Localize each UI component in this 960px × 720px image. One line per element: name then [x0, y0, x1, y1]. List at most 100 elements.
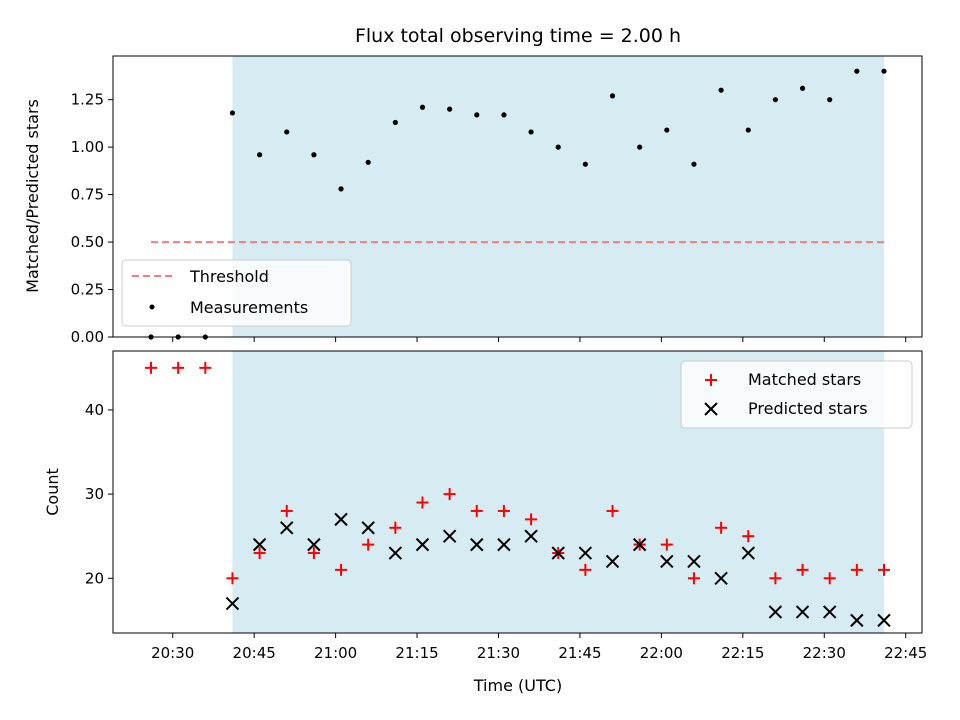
predicted-star-point	[307, 537, 321, 552]
predicted-star-point	[741, 546, 755, 560]
matched-star-point	[389, 521, 402, 534]
measurement-point	[447, 106, 453, 112]
x-axis-label: Time (UTC)	[473, 676, 562, 695]
predicted-star-point	[605, 554, 620, 569]
predicted-star-point	[252, 537, 267, 552]
top-y-axis-label: Matched/Predicted stars	[23, 99, 42, 293]
legend-matched-swatch	[705, 374, 717, 386]
matched-star-point	[497, 504, 510, 517]
measurement-point	[555, 144, 561, 150]
measurement-point	[338, 186, 344, 192]
measurement-point	[772, 97, 779, 103]
matched-star-point	[742, 530, 755, 543]
predicted-star-point	[632, 537, 647, 552]
predicted-star-point	[225, 596, 240, 611]
matched-star-point	[470, 504, 483, 517]
matched-star-point	[307, 547, 320, 560]
matched-star-point	[280, 504, 293, 517]
measurement-point	[827, 97, 833, 103]
top-y-tick-label: 0.25	[71, 281, 104, 299]
top-y-tick-label: 0.75	[71, 186, 104, 204]
predicted-star-point	[687, 554, 701, 569]
predicted-star-point	[850, 613, 864, 628]
top-panel: 0.00 0.25 0.50 0.75 1.00 1.25 Matched/Predict…	[23, 55, 923, 346]
measurement-point	[501, 112, 507, 118]
predicted-star-point	[497, 537, 511, 552]
top-legend[interactable]: Threshold Measurements	[121, 259, 352, 327]
measurement-point	[637, 144, 643, 150]
measurement-point	[528, 129, 534, 135]
predicted-star-point	[415, 537, 430, 552]
bottom-legend-box	[680, 360, 913, 429]
measurement-point	[256, 152, 263, 158]
predicted-star-point	[578, 546, 593, 560]
predicted-star-point	[795, 605, 810, 619]
bottom-y-ticks: 20 30 40	[85, 401, 113, 587]
x-tick-label: 22:45	[884, 644, 927, 662]
chart-title: Flux total observing time = 2.00 h	[355, 25, 681, 47]
measurement-point	[474, 112, 480, 118]
matched-star-point	[226, 572, 239, 585]
predicted-star-point	[877, 613, 891, 628]
measurement-point	[229, 110, 236, 116]
x-tick-label: 21:30	[477, 644, 520, 662]
measurement-point	[284, 129, 290, 135]
measurement-point	[718, 87, 724, 93]
measurement-point	[392, 119, 398, 126]
matched-star-point	[715, 521, 728, 534]
predicted-star-point	[442, 529, 457, 543]
legend-measurements-swatch	[149, 304, 155, 310]
matched-star-point	[769, 572, 782, 585]
measurement-point	[311, 152, 317, 158]
matched-star-point	[145, 361, 158, 374]
top-y-tick-label: 1.00	[71, 138, 104, 156]
predicted-star-point	[768, 605, 783, 619]
predicted-star-point	[334, 512, 348, 527]
matched-star-point	[823, 572, 836, 585]
x-tick-label: 21:45	[558, 644, 601, 662]
predicted-star-point	[280, 521, 294, 535]
legend-measurements-label: Measurements	[190, 298, 308, 317]
matched-star-point	[335, 563, 348, 576]
top-y-tick-label: 0.50	[71, 233, 104, 251]
predicted-star-point	[551, 546, 565, 560]
matched-star-point	[199, 361, 212, 374]
matched-star-point	[443, 488, 456, 501]
legend-predicted-swatch	[704, 402, 718, 416]
legend-threshold-label: Threshold	[189, 267, 269, 286]
measurement-point	[881, 68, 887, 74]
bottom-marks	[145, 361, 891, 628]
bottom-y-tick-label: 20	[85, 569, 104, 587]
matched-star-point	[172, 361, 185, 374]
top-plot-frame	[112, 55, 923, 338]
matched-star-point	[850, 563, 863, 576]
matched-star-point	[877, 563, 890, 576]
measurement-point	[582, 161, 588, 167]
top-y-tick-label: 0.00	[71, 328, 104, 346]
measurement-point	[745, 127, 751, 133]
top-legend-box	[121, 259, 352, 327]
x-tick-label: 20:45	[233, 644, 276, 662]
measurement-point	[419, 104, 426, 110]
bottom-legend[interactable]: Matched stars Predicted stars	[680, 360, 913, 429]
predicted-star-point	[470, 537, 484, 552]
bottom-y-axis-label: Count	[43, 468, 62, 516]
matched-star-point	[579, 563, 592, 576]
matched-star-point	[416, 496, 429, 509]
matched-star-point	[253, 547, 266, 560]
predicted-star-point	[714, 571, 728, 585]
x-tick-label: 20:30	[151, 644, 194, 662]
matched-star-point	[362, 538, 375, 551]
bottom-x-ticks: 20:30 20:45 21:00 21:15 21:30 21:45 22:00 22:15…	[151, 633, 927, 662]
measurement-point	[854, 68, 860, 74]
matched-star-point	[687, 572, 700, 585]
predicted-star-point	[388, 546, 403, 560]
predicted-star-point	[361, 521, 375, 535]
legend-predicted-label: Predicted stars	[748, 399, 868, 418]
x-tick-label: 22:00	[640, 644, 683, 662]
matched-star-point	[660, 538, 673, 551]
matched-star-point	[606, 504, 619, 517]
top-y-ticks: 0.00 0.25 0.50 0.75 1.00 1.25	[71, 91, 113, 346]
top-x-ticks	[172, 337, 907, 342]
